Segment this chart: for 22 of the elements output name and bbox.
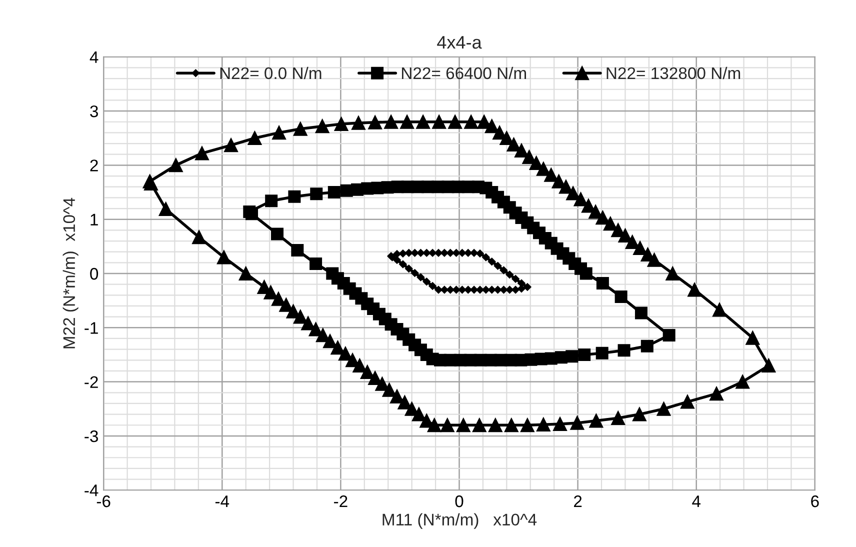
y-tick-label: -3 — [84, 430, 98, 442]
y-tick-label: 4 — [90, 51, 98, 63]
x-tick-label: -6 — [96, 495, 110, 508]
x-tick-label: 2 — [574, 495, 582, 508]
y-tick-label: 1 — [90, 214, 98, 226]
legend-label: N22= 132800 N/m — [606, 66, 740, 80]
y-tick-label: -2 — [84, 376, 98, 388]
y-tick-label: 3 — [90, 105, 98, 118]
x-tick-label: 6 — [811, 495, 819, 508]
y-tick-label: 2 — [90, 160, 98, 172]
x-axis-title: M11 (N*m/m) x10^4 — [382, 513, 537, 529]
y-tick-label: 0 — [90, 268, 98, 280]
x-tick-label: 4 — [692, 496, 701, 508]
x-tick-label: -2 — [334, 495, 348, 508]
y-tick-label: -4 — [84, 484, 98, 496]
legend-label: N22= 0.0 N/m — [220, 66, 322, 80]
y-tick-label: -1 — [84, 322, 98, 334]
chart-title: 4x4-a — [437, 36, 482, 49]
x-tick-label: 0 — [455, 495, 464, 508]
legend-label: N22= 66400 N/m — [402, 66, 526, 80]
y-axis-title: M22 (N*m/m) x10^4 — [62, 198, 78, 348]
x-tick-label: -4 — [215, 496, 230, 508]
